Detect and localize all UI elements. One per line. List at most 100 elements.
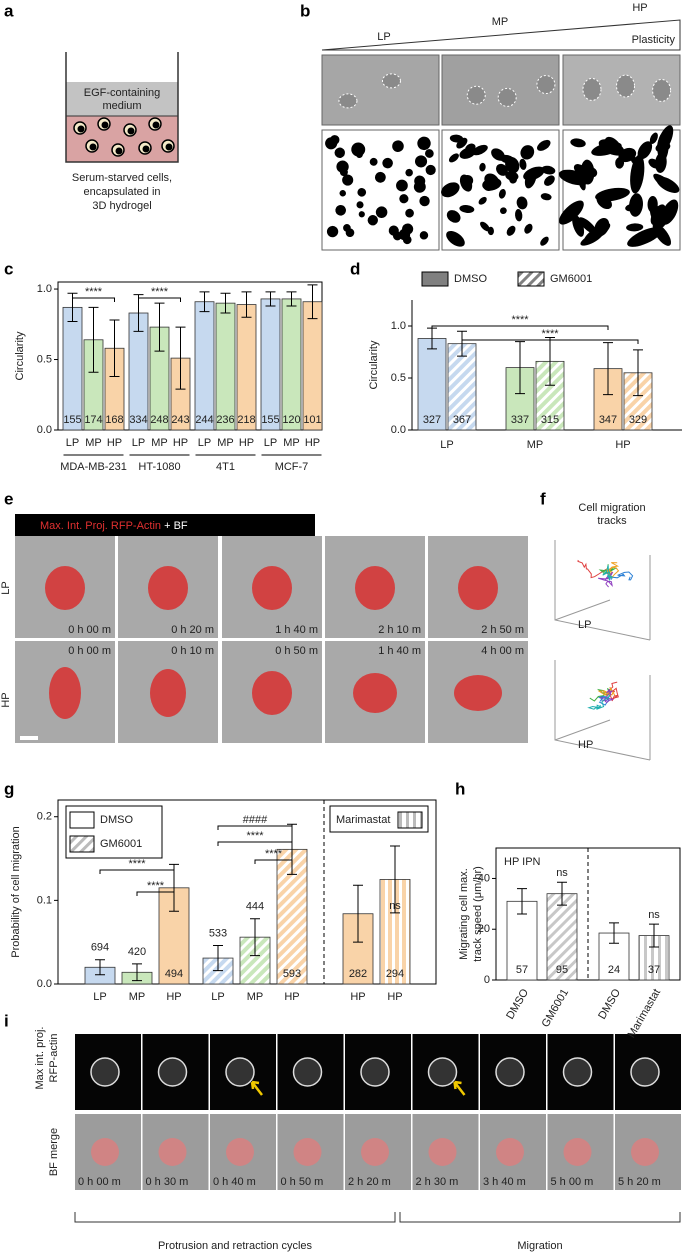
y-axis-label: Migrating cell max. [458,868,470,960]
tracks-title: tracks [597,515,627,527]
silhouette [425,149,434,158]
silhouette [367,215,378,226]
tracks-label: HP [578,739,593,751]
track [602,565,613,581]
count-label: 244 [195,414,213,426]
silhouette [479,162,486,172]
significance-label: **** [147,880,165,892]
silhouette [482,177,502,191]
silhouette [660,199,679,225]
silhouette [382,157,393,169]
silhouette [630,154,645,194]
cell [381,73,401,89]
condition-label: HP [632,2,647,14]
cell [292,1057,323,1087]
axis [495,847,681,981]
track [587,694,611,710]
cell [616,74,636,98]
row-label: HP [0,692,12,707]
silhouette [446,230,465,247]
cell [353,673,397,713]
silhouette [496,163,508,176]
silhouette [604,136,622,155]
error-bar [390,845,400,914]
legend-swatch [69,835,95,853]
legend-swatch [421,271,449,287]
silhouette [345,228,355,238]
count-label: 334 [129,414,147,426]
cell [458,566,498,610]
nucleus [152,121,160,129]
silhouette [653,173,675,192]
count-label: 37 [648,964,660,976]
count-label: 243 [171,414,189,426]
silhouette [541,165,556,175]
y-axis-label: Circularity [368,340,380,389]
chart-title: HP IPN [504,856,541,868]
nucleus [165,143,173,151]
cell [150,669,186,717]
silhouette [419,231,429,240]
cell [562,1057,593,1087]
track [598,694,611,706]
significance-label: **** [128,858,146,870]
count-label: 533 [209,927,227,939]
arrow [250,1080,263,1096]
count-label: 315 [541,414,559,426]
track [605,562,620,579]
cell [361,1138,389,1166]
timestamp: 0 h 30 m [146,1176,189,1188]
x-tick-label: HP [107,437,122,449]
count-label: 174 [84,414,102,426]
bar [593,368,623,431]
phase-label: Protrusion and retraction cycles [158,1240,313,1252]
condition-label: LP [377,31,390,43]
silhouette [356,201,364,209]
x-tick-label: MP [283,437,300,449]
silhouette [573,164,588,177]
timestamp: 0 h 50 m [281,1176,324,1188]
cell [497,87,517,107]
timestamp: 2 h 30 m [416,1176,459,1188]
silhouette [339,190,346,197]
x-tick-label: HP [173,437,188,449]
cell [226,1138,254,1166]
error-bar [286,291,297,307]
y-tick-label: 40 [478,872,490,884]
y-axis-label: Circularity [14,331,26,380]
silhouette [596,194,612,210]
medium-layer [66,82,178,116]
group-label: MDA-MB-231 [60,461,127,473]
nucleus [115,147,123,155]
silhouette [506,225,516,236]
silhouette [629,193,643,217]
timestamp: 2 h 20 m [348,1176,391,1188]
silhouette [405,168,413,177]
legend-swatch [397,811,423,829]
silhouette [570,138,586,148]
bar [260,298,281,431]
silhouette [334,147,345,159]
error-bar [515,341,525,395]
bar [215,302,236,431]
time-lapse: 0 h 00 m 0 h 30 m 0 h 40 m 0 h 50 m 2 h 20 m… [75,1034,681,1190]
bar [417,338,447,431]
cell [582,77,602,101]
axis [57,799,437,985]
silhouette [326,225,339,238]
x-tick-label: HP [166,991,181,1003]
panel-letter: i [4,1011,9,1030]
significance-bracket [217,841,293,846]
x-tick-label: MP [527,439,544,451]
error-bar [88,306,99,373]
significance-label: ns [389,900,401,912]
error-bar [241,291,252,318]
x-tick-label: MP [129,991,146,1003]
significance-label: **** [151,286,169,298]
x-tick-label: HP [239,437,254,449]
silhouette [448,153,459,163]
y-tick-label: 0.0 [391,424,406,436]
x-tick-label: MP [151,437,168,449]
x-tick-label: DMSO [504,987,531,1022]
panel-letter: e [4,489,13,508]
